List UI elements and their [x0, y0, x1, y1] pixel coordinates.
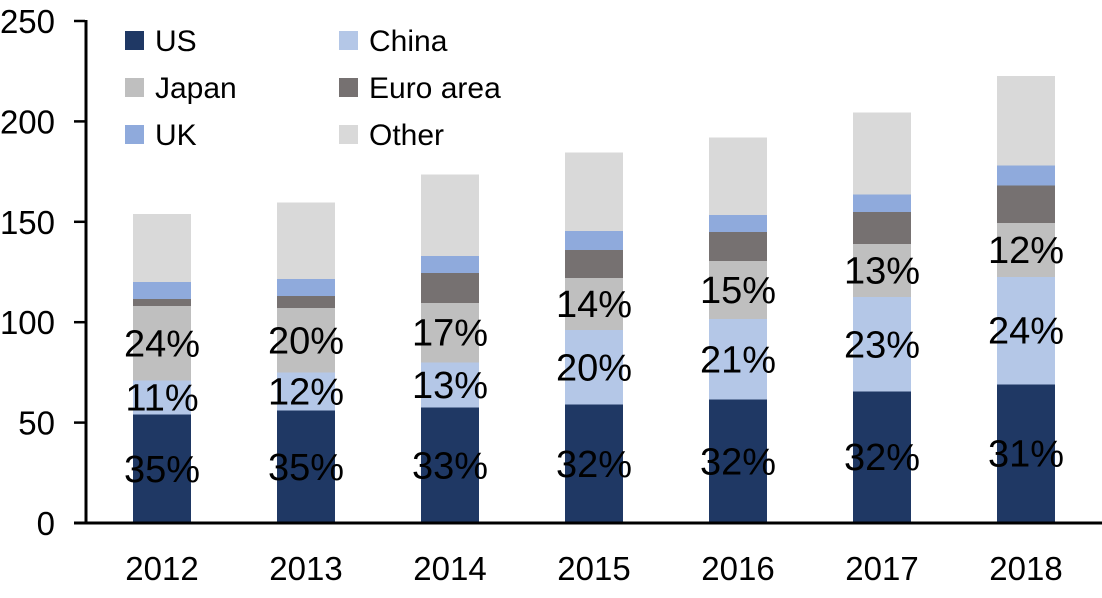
bar-label-china-2015: 20%: [556, 347, 632, 389]
bar-segment-us-2012: [133, 414, 191, 523]
bar-segment-other-2016: [709, 137, 767, 215]
legend-label-japan: Japan: [155, 72, 237, 105]
legend-swatch-china: [339, 31, 358, 50]
bar-segment-uk-2018: [997, 165, 1055, 186]
legend-item-uk: UK: [125, 119, 197, 152]
legend-item-euro-area: Euro area: [339, 72, 501, 105]
bar-segment-other-2015: [565, 152, 623, 231]
bar-segment-japan-2017: [853, 243, 911, 298]
legend-item-japan: Japan: [125, 72, 237, 105]
bar-segment-china-2014: [421, 362, 479, 408]
legend-swatch-us: [125, 31, 144, 50]
bar-segment-japan-2013: [277, 308, 335, 373]
bar-label-japan-2016: 15%: [700, 270, 776, 312]
bar-segment-china-2018: [997, 277, 1055, 385]
bar-segment-uk-2012: [133, 282, 191, 300]
legend-swatch-euro-area: [339, 78, 358, 97]
y-tick-label-200: 200: [0, 103, 55, 140]
bar-label-us-2017: 32%: [844, 437, 920, 479]
x-tick-label-2013: 2013: [269, 550, 342, 587]
bar-segment-uk-2015: [565, 230, 623, 250]
bar-segment-china-2015: [565, 330, 623, 405]
bar-label-us-2016: 32%: [700, 441, 776, 483]
bar-segment-us-2016: [709, 399, 767, 523]
legend-swatch-japan: [125, 78, 144, 97]
y-tick-label-150: 150: [0, 204, 55, 241]
bar-segment-uk-2016: [709, 214, 767, 232]
y-tick-label-100: 100: [0, 304, 55, 341]
bar-segment-uk-2017: [853, 194, 911, 212]
bar-label-china-2014: 13%: [412, 365, 488, 407]
bar-label-us-2012: 35%: [124, 449, 200, 491]
bar-segment-japan-2016: [709, 261, 767, 320]
x-tick-label-2018: 2018: [989, 550, 1062, 587]
bar-label-japan-2012: 24%: [124, 323, 200, 365]
bar-label-china-2013: 12%: [268, 372, 344, 414]
bar-segment-other-2017: [853, 112, 911, 195]
bar-segment-us-2015: [565, 404, 623, 523]
bar-segment-uk-2013: [277, 279, 335, 297]
legend-label-uk: UK: [155, 119, 197, 152]
bar-segment-us-2014: [421, 407, 479, 523]
bar-segment-uk-2014: [421, 255, 479, 273]
legend-label-other: Other: [369, 119, 444, 152]
bar-label-china-2017: 23%: [844, 324, 920, 366]
legend-swatch-other: [339, 125, 358, 144]
bar-segment-us-2013: [277, 410, 335, 523]
legend-label-us: US: [155, 25, 197, 58]
bar-label-japan-2015: 14%: [556, 284, 632, 326]
bar-segment-euro-area-2018: [997, 185, 1055, 223]
bar-segment-china-2016: [709, 319, 767, 400]
bar-label-japan-2013: 20%: [268, 320, 344, 362]
bar-label-china-2018: 24%: [988, 311, 1064, 353]
bar-segment-euro-area-2013: [277, 296, 335, 309]
bar-segment-other-2013: [277, 202, 335, 279]
bar-label-japan-2017: 13%: [844, 251, 920, 293]
x-tick-label-2014: 2014: [413, 550, 486, 587]
bar-segment-euro-area-2017: [853, 211, 911, 244]
bar-segment-euro-area-2014: [421, 273, 479, 304]
bar-segment-us-2017: [853, 391, 911, 523]
bar-label-japan-2014: 17%: [412, 313, 488, 355]
bar-segment-japan-2015: [565, 278, 623, 331]
y-tick-label-50: 50: [18, 405, 55, 442]
bar-segment-japan-2014: [421, 303, 479, 363]
bar-label-us-2015: 32%: [556, 444, 632, 486]
bar-label-us-2014: 33%: [412, 445, 488, 487]
bar-label-china-2012: 11%: [125, 378, 198, 420]
legend-label-euro-area: Euro area: [369, 72, 501, 105]
bar-label-japan-2018: 12%: [988, 230, 1064, 272]
legend-item-other: Other: [339, 119, 444, 152]
legend-item-us: US: [125, 25, 197, 58]
legend-swatch-uk: [125, 125, 144, 144]
bar-segment-euro-area-2012: [133, 299, 191, 307]
bar-label-china-2016: 21%: [700, 339, 776, 381]
x-tick-label-2017: 2017: [845, 550, 918, 587]
bar-segment-japan-2018: [997, 222, 1055, 277]
bar-segment-other-2014: [421, 174, 479, 256]
bar-label-us-2018: 31%: [988, 434, 1064, 476]
bar-segment-other-2018: [997, 76, 1055, 166]
y-tick-label-0: 0: [37, 505, 55, 542]
bar-label-us-2013: 35%: [268, 447, 344, 489]
bar-segment-china-2017: [853, 297, 911, 392]
bar-segment-euro-area-2015: [565, 249, 623, 278]
x-tick-label-2012: 2012: [125, 550, 198, 587]
bar-segment-china-2012: [133, 380, 191, 415]
bar-segment-euro-area-2016: [709, 231, 767, 261]
bar-segment-china-2013: [277, 372, 335, 411]
x-tick-label-2016: 2016: [701, 550, 774, 587]
y-tick-label-250: 250: [0, 3, 55, 40]
bar-segment-other-2012: [133, 213, 191, 283]
x-tick-label-2015: 2015: [557, 550, 630, 587]
bar-segment-japan-2012: [133, 306, 191, 381]
legend-label-china: China: [369, 25, 448, 58]
bar-segment-us-2018: [997, 384, 1055, 523]
legend-item-china: China: [339, 25, 448, 58]
